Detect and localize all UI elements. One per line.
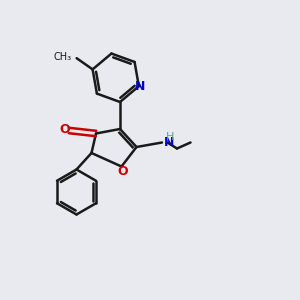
Text: N: N xyxy=(135,80,145,93)
Text: CH₃: CH₃ xyxy=(53,52,71,62)
Text: O: O xyxy=(59,122,70,136)
Text: H: H xyxy=(166,131,175,142)
Text: O: O xyxy=(118,165,128,178)
Text: N: N xyxy=(164,136,174,149)
